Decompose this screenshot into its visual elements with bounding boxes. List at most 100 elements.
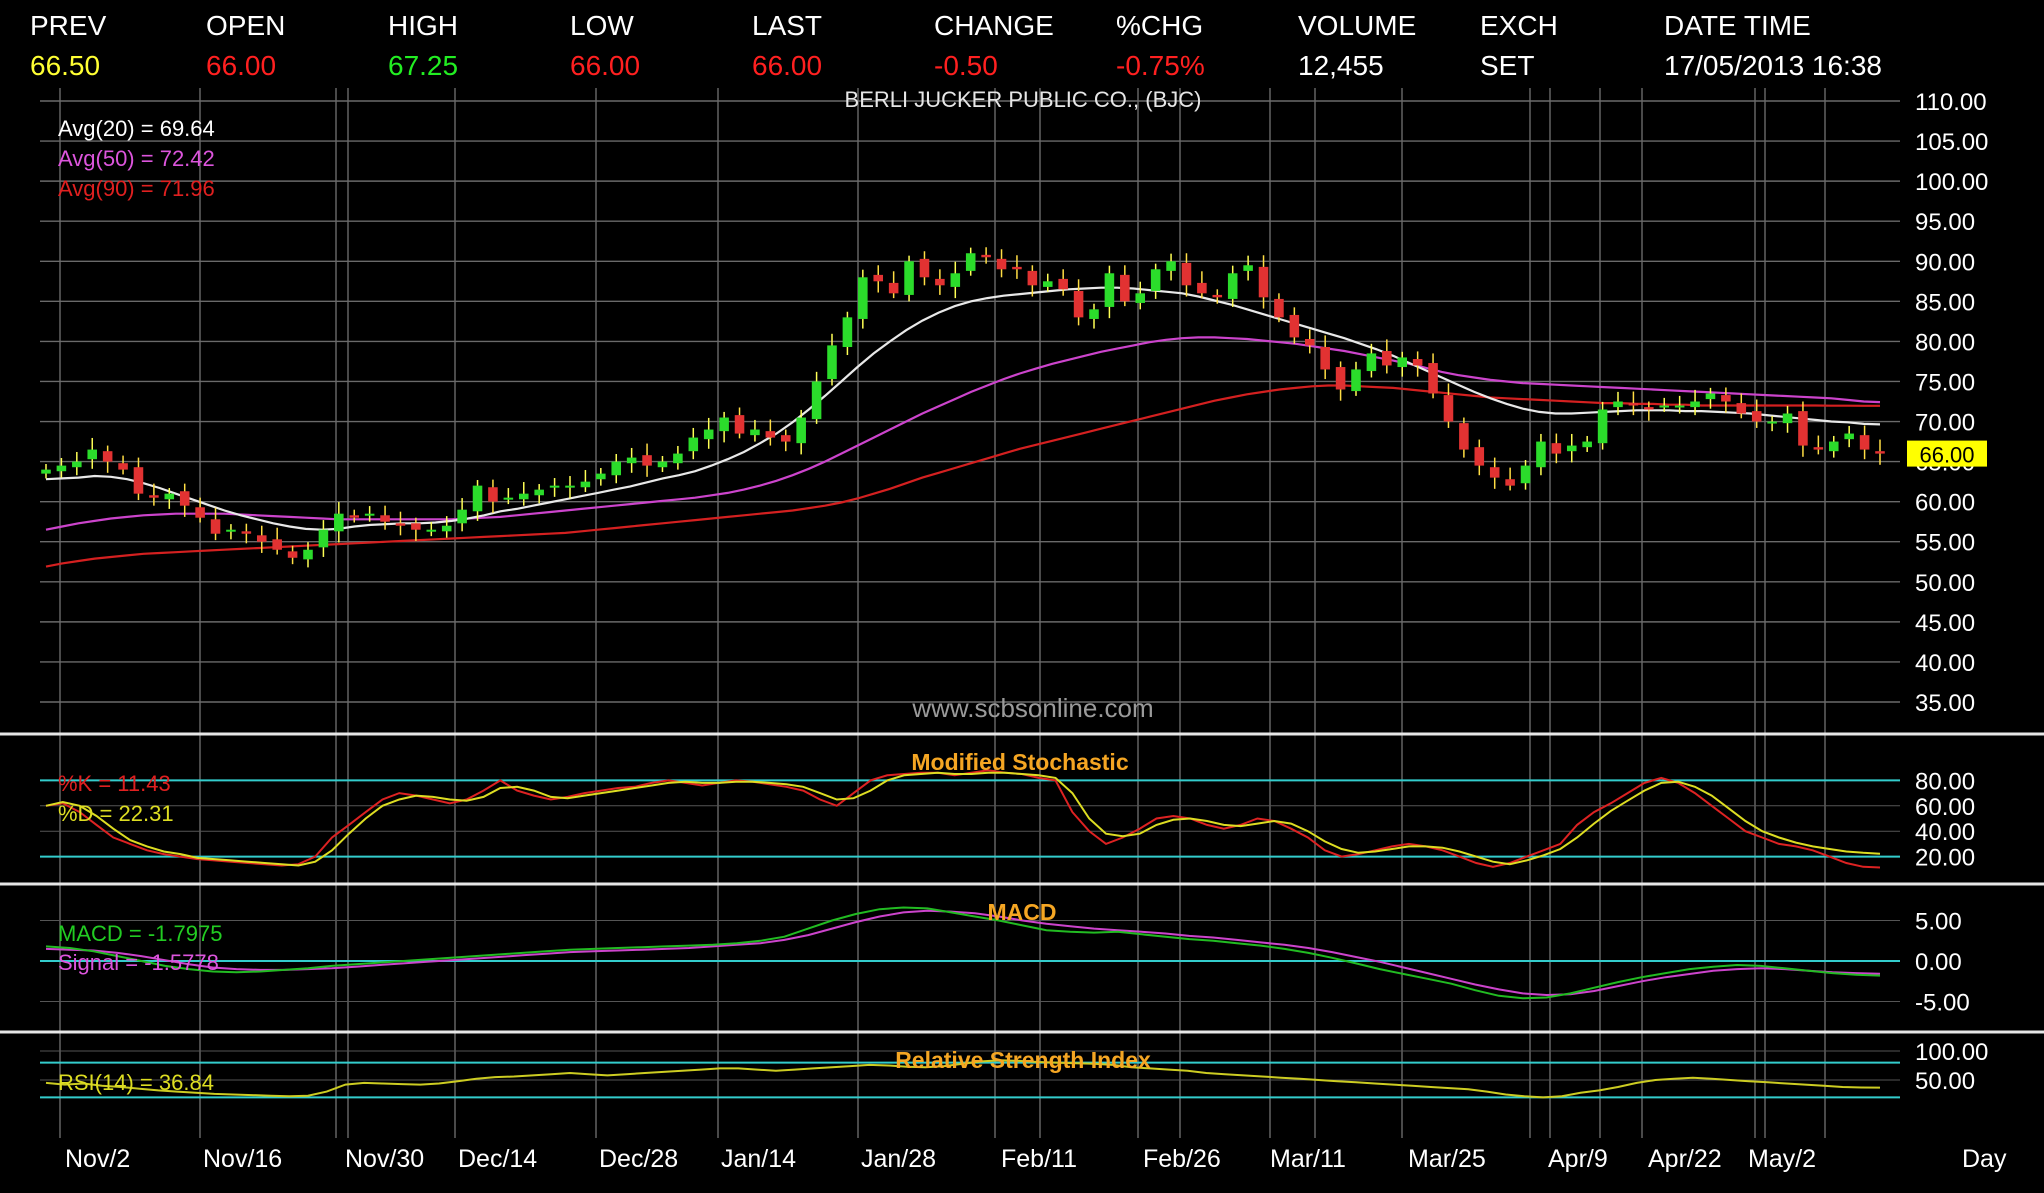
panel-title: Modified Stochastic: [911, 749, 1128, 775]
header-value-exch: SET: [1480, 50, 1535, 81]
candle-body: [1459, 423, 1469, 450]
candle-body: [1659, 405, 1670, 408]
header-label-last: LAST: [752, 10, 823, 41]
header-value-open: 66.00: [206, 50, 277, 81]
header-label-datetime: DATE TIME: [1664, 10, 1811, 41]
last-price-badge: [1907, 440, 1987, 467]
candle-body: [1027, 270, 1038, 286]
candle-body: [626, 457, 637, 464]
x-tick-label: Feb/11: [1001, 1145, 1077, 1173]
series-k-line: [45, 769, 1881, 869]
candle-body: [1382, 351, 1392, 366]
y-tick-label: 60.00: [1915, 794, 1975, 821]
candle-body: [1597, 409, 1608, 444]
candle-body: [488, 487, 498, 502]
candle-body: [1828, 441, 1839, 452]
candle-body: [56, 465, 67, 472]
candle-body: [1489, 467, 1500, 478]
candle-body: [580, 481, 591, 488]
stoch-indicator-label: %K = 11.43: [58, 771, 171, 796]
candle-body: [334, 513, 344, 532]
candle-body: [688, 437, 699, 452]
x-tick-label: Apr/9: [1548, 1145, 1608, 1173]
candle-body: [642, 455, 652, 466]
candle-body: [1042, 281, 1053, 287]
header-label-volume: VOLUME: [1298, 10, 1417, 41]
y-tick-label: 85.00: [1915, 289, 1975, 316]
candle-body: [518, 493, 529, 500]
candle-body: [472, 485, 483, 512]
candle-body: [1798, 411, 1808, 446]
candle-body: [1104, 273, 1115, 307]
candle-body: [719, 417, 729, 432]
candle-body: [195, 507, 205, 518]
series-d-line: [45, 771, 1881, 867]
candle-body: [780, 435, 791, 442]
candle-body: [149, 495, 159, 498]
y-tick-label: 60.00: [1915, 490, 1975, 517]
y-tick-label: 40.00: [1915, 650, 1975, 677]
y-tick-label: 45.00: [1915, 610, 1975, 637]
watermark: www.scbsonline.com: [911, 693, 1153, 723]
x-tick-label: Feb/26: [1143, 1145, 1221, 1173]
x-tick-label: Dec/28: [599, 1145, 678, 1173]
header-value-prev: 66.50: [30, 50, 101, 81]
candle-body: [1474, 447, 1485, 466]
candle-body: [1150, 269, 1161, 291]
candle-body: [380, 515, 390, 522]
candle-body: [1751, 411, 1762, 422]
macd-indicator-label: Signal = -1.5778: [58, 950, 219, 975]
candle-body: [241, 531, 252, 534]
header-label-open: OPEN: [206, 10, 286, 41]
header-value-datetime: 17/05/2013 16:38: [1664, 50, 1882, 81]
candle-body: [102, 451, 113, 462]
candle-body: [827, 345, 837, 380]
candle-body: [1505, 479, 1515, 486]
candle-body: [318, 529, 329, 548]
x-tick-label: Jan/14: [721, 1145, 796, 1173]
candle-body: [1289, 314, 1300, 338]
x-tick-label: Nov/2: [65, 1145, 130, 1173]
candle-body: [118, 463, 128, 470]
candle-body: [935, 278, 945, 286]
y-tick-label: 75.00: [1915, 369, 1975, 396]
candle-body: [919, 258, 930, 278]
candles: [41, 247, 1885, 568]
candle-body: [888, 282, 899, 294]
y-tick-label: 55.00: [1915, 530, 1975, 557]
header-label-prev: PREV: [30, 10, 107, 41]
y-tick-label: 105.00: [1915, 129, 1988, 156]
candle-body: [164, 493, 175, 500]
price-indicator-label: Avg(90) = 71.96: [58, 176, 215, 201]
candle-body: [1274, 298, 1284, 318]
series-avg20-line: [45, 286, 1881, 531]
y-tick-label: 20.00: [1915, 845, 1975, 872]
candle-body: [272, 539, 282, 550]
candle-body: [226, 529, 236, 532]
candle-body: [72, 461, 82, 468]
header-label-pctchg: %CHG: [1116, 10, 1204, 41]
y-tick-label: 100.00: [1915, 1039, 1988, 1066]
panel-title: Relative Strength Index: [895, 1047, 1151, 1073]
y-tick-label: -5.00: [1915, 990, 1970, 1017]
candle-body: [1536, 441, 1546, 468]
candle-body: [842, 317, 853, 348]
candle-body: [1875, 451, 1885, 454]
candle-body: [256, 535, 267, 542]
series-avg50-line: [45, 336, 1881, 531]
candle-body: [210, 519, 221, 534]
series-avg90-line: [45, 384, 1880, 568]
candle-body: [1813, 447, 1824, 450]
candle-body: [287, 551, 298, 558]
y-tick-label: 95.00: [1915, 209, 1975, 236]
candle-body: [1674, 405, 1685, 408]
candle-body: [858, 277, 868, 319]
header-value-last: 66.00: [752, 50, 823, 81]
series-macd-line: [45, 906, 1881, 1000]
candle-body: [734, 415, 745, 434]
candle-body: [1520, 465, 1531, 484]
series-rsi-line: [45, 1059, 1881, 1099]
y-tick-label: 5.00: [1915, 909, 1962, 936]
x-tick-label: Nov/30: [345, 1145, 424, 1173]
